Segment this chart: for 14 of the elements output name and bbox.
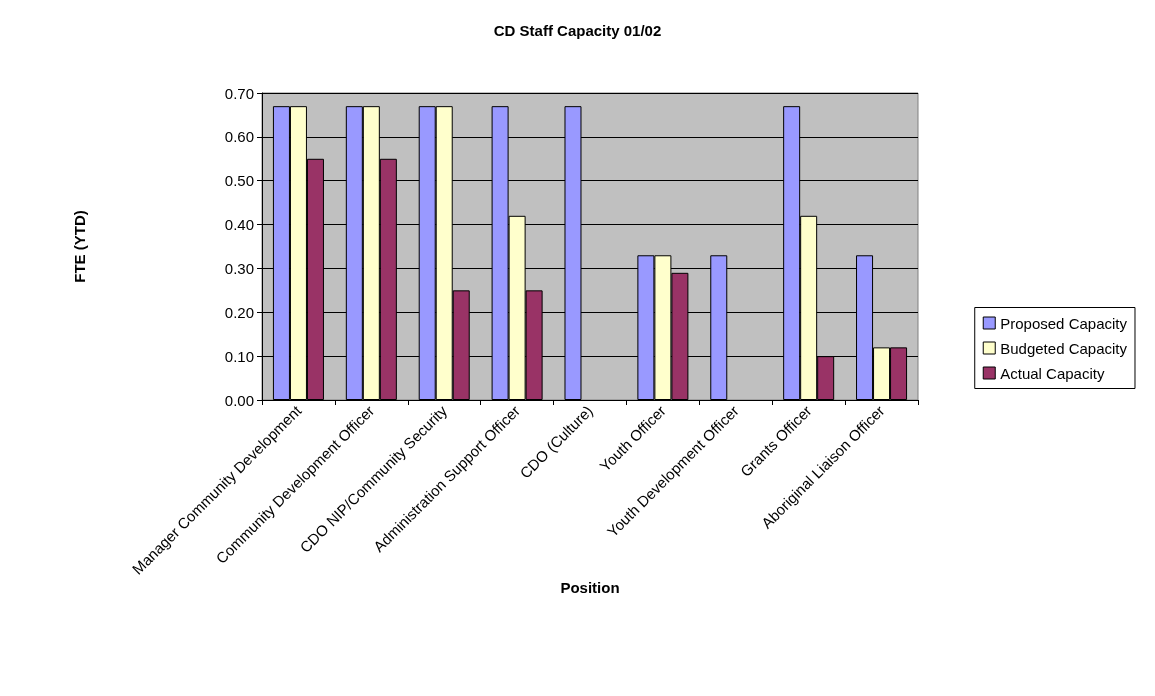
y-tick-label: 0.30: [224, 259, 254, 277]
y-tick-label: 0.70: [224, 84, 254, 102]
x-axis-title: Position: [560, 579, 620, 597]
y-tick-label: 0.40: [224, 216, 254, 234]
y-tick-label: 0.50: [224, 172, 254, 190]
legend-label: Proposed Capacity: [1000, 314, 1128, 332]
y-tick-label: 0.00: [224, 391, 254, 409]
y-tick-label: 0.10: [224, 347, 254, 365]
chart-title: CD Staff Capacity 01/02: [493, 22, 662, 39]
y-tick-label: 0.20: [224, 303, 254, 321]
legend-label: Actual Capacity: [1000, 364, 1105, 382]
legend-label: Budgeted Capacity: [1000, 339, 1128, 357]
y-axis-title: FTE (YTD): [71, 210, 88, 283]
y-tick-label: 0.60: [224, 128, 254, 146]
